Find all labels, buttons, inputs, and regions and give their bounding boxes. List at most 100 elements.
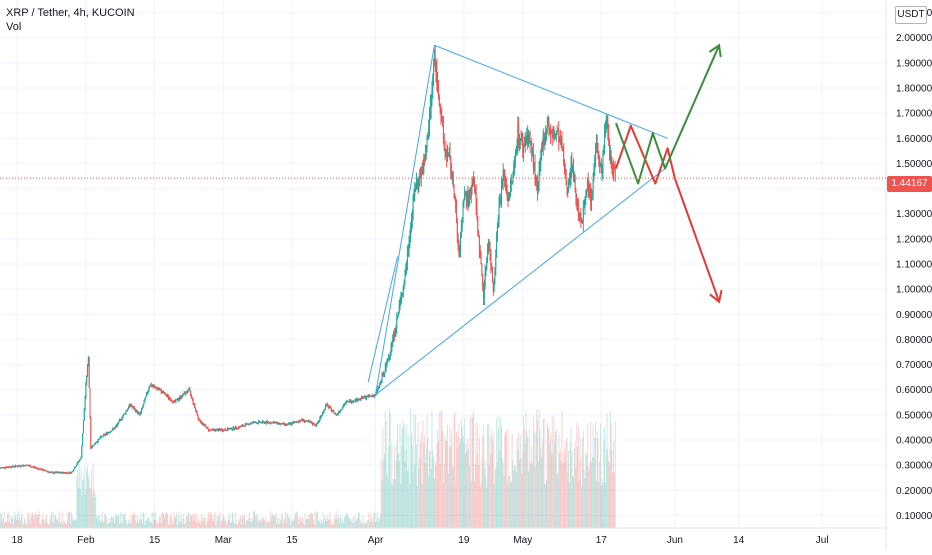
volume-bar: [608, 461, 610, 528]
volume-bar: [433, 478, 435, 528]
volume-bar: [516, 438, 518, 528]
candle-body: [339, 411, 341, 413]
candle-body: [73, 469, 75, 471]
candle-body: [172, 401, 174, 403]
candle-body: [426, 136, 428, 149]
volume-bar: [11, 518, 13, 528]
volume-bar: [189, 521, 191, 528]
candle-body: [437, 81, 439, 85]
candle-body: [147, 390, 149, 393]
volume-bar: [210, 514, 212, 528]
candle-body: [249, 424, 251, 426]
volume-bar: [357, 518, 359, 528]
candle-body: [478, 232, 480, 236]
candle-body: [414, 191, 416, 195]
volume-bar: [396, 443, 398, 528]
volume-bar: [239, 520, 241, 528]
volume-bar: [181, 523, 183, 528]
volume-bar: [39, 522, 41, 528]
volume-bar: [500, 418, 502, 528]
candle-body: [208, 429, 210, 431]
candle-body: [109, 432, 111, 434]
volume-bar: [17, 519, 19, 528]
candle-body: [18, 465, 20, 467]
candle-body: [109, 431, 111, 433]
candle-body: [523, 144, 525, 153]
volume-bar: [478, 437, 480, 528]
candle-body: [103, 434, 105, 436]
candle-body: [609, 151, 611, 155]
volume-bar: [467, 438, 469, 528]
volume-bar: [574, 442, 576, 528]
volume-bar: [473, 482, 475, 528]
volume-bar: [264, 521, 266, 528]
volume-bar: [446, 441, 448, 528]
candle-body: [481, 263, 483, 276]
candle-body: [541, 147, 543, 160]
candle-body: [127, 407, 129, 409]
volume-bar: [393, 479, 395, 528]
candle-body: [375, 394, 377, 396]
candle-body: [559, 136, 561, 143]
volume-bar: [31, 512, 33, 528]
candle-body: [205, 426, 207, 429]
candle-body: [14, 466, 16, 468]
volume-bar: [109, 518, 111, 528]
volume-bar: [484, 460, 486, 528]
candle-body: [226, 430, 228, 432]
volume-bar: [5, 521, 7, 528]
candle-body: [438, 81, 440, 96]
candle-body: [402, 285, 404, 293]
volume-bar: [23, 522, 25, 528]
candle-body: [461, 217, 463, 227]
candle-body: [252, 421, 254, 423]
price-unit-button[interactable]: USDT: [895, 6, 927, 24]
candle-body: [202, 423, 204, 425]
volume-bar: [173, 512, 175, 528]
volume-bar: [256, 513, 258, 528]
candle-body: [360, 398, 362, 400]
candle-body: [395, 327, 397, 333]
volume-bar: [587, 466, 589, 528]
candle-body: [340, 409, 342, 411]
candle-body: [460, 233, 462, 253]
volume-bar: [469, 466, 471, 528]
candle-body: [325, 405, 327, 410]
volume-bar: [349, 518, 351, 528]
candle-body: [453, 185, 455, 195]
volume-label[interactable]: Vol: [6, 21, 22, 33]
symbol-title[interactable]: XRP / Tether, 4h, KUCOIN: [6, 7, 135, 19]
volume-bar: [78, 463, 80, 528]
candle-body: [64, 472, 66, 474]
candle-body: [374, 394, 376, 397]
candle-body: [583, 206, 585, 208]
y-tick-label: 1.80000: [896, 84, 932, 95]
volume-bar: [434, 460, 436, 528]
candle-body: [175, 399, 177, 402]
candle-body: [545, 132, 547, 136]
volume-bar: [211, 514, 213, 528]
candle-body: [558, 130, 560, 143]
candle-body: [83, 409, 85, 421]
candle-body: [504, 172, 506, 187]
volume-bar: [309, 512, 311, 528]
volume-bar: [54, 515, 56, 528]
candle-body: [553, 136, 555, 140]
candle-body: [136, 410, 138, 414]
candle-body: [246, 423, 248, 425]
candle-body: [118, 420, 120, 422]
volume-bar: [345, 514, 347, 528]
candle-body: [56, 471, 58, 473]
volume-bar: [310, 512, 312, 528]
volume-bar: [320, 523, 322, 528]
y-tick-label: 1.00000: [896, 285, 932, 296]
candle-body: [321, 415, 323, 417]
candle-body: [259, 421, 261, 423]
volume-bar: [198, 517, 200, 528]
volume-bar: [399, 424, 401, 528]
candle-body: [441, 116, 443, 118]
candle-body: [94, 443, 96, 445]
candle-body: [24, 465, 26, 467]
